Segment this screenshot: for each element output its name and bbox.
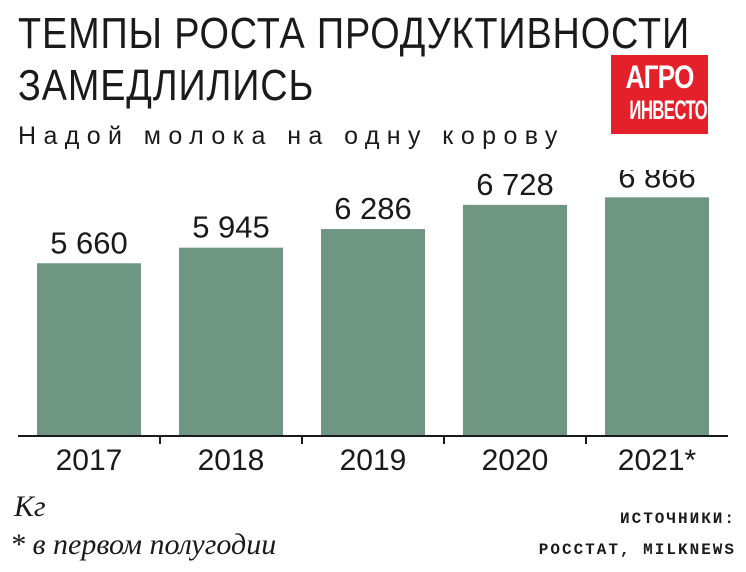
chart-title-line1: ТЕМПЫ РОСТА ПРОДУКТИВНОСТИ [18,9,690,58]
x-tick-label-2018: 2018 [198,444,265,477]
footnote: * в первом полугодии [10,528,277,561]
logo-line1: АГРО [625,59,694,95]
chart-title-line2: ЗАМЕДЛИЛИСЬ [18,61,315,110]
bar-2018 [179,247,283,436]
bar-2020 [463,204,567,436]
bar-2021* [605,197,709,436]
agroinvestor-logo: АГРО ИНВЕСТОР [611,55,708,134]
x-tick-label-2021*: 2021* [618,444,697,477]
chart-title: ТЕМПЫ РОСТА ПРОДУКТИВНОСТИ ЗАМЕДЛИЛИСЬ [18,8,690,112]
unit-label: Кг [14,490,46,523]
bar-2019 [321,229,425,436]
sources-label: ИСТОЧНИКИ: [619,510,736,528]
x-tick-label-2020: 2020 [482,444,549,477]
value-label-2017: 5 660 [50,225,128,260]
bar-chart: 5 660 2017 5 945 2018 6 286 2019 6 728 2020 6 86… [18,170,728,477]
x-tick-label-2019: 2019 [340,444,407,477]
sources: РОССТАТ, MILKNEWS [538,541,736,559]
value-label-2021*: 6 866 [618,170,696,194]
x-tick-label-2017: 2017 [56,444,123,477]
chart-subtitle: Надой молока на одну корову [18,122,565,150]
bar-2017 [37,263,141,436]
logo-line2: ИНВЕСТОР [629,95,708,125]
value-label-2020: 6 728 [476,170,554,202]
value-label-2018: 5 945 [192,210,270,245]
value-label-2019: 6 286 [334,191,412,226]
